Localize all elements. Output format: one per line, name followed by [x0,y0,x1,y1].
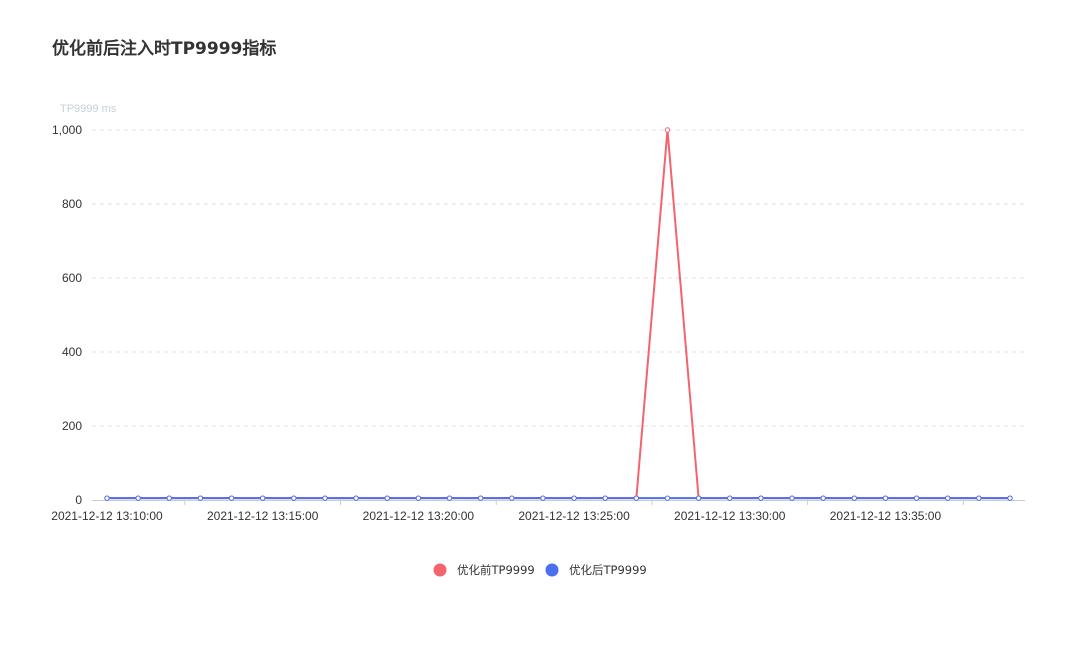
y-axis-ticks: 0 200 400 600 800 1,000 [52,123,82,507]
legend-label: 优化后TP9999 [569,563,647,577]
data-point [946,496,950,500]
data-point [167,496,171,500]
data-point [354,496,358,500]
legend-item[interactable]: 优化后TP9999 [546,563,647,577]
legend-label: 优化前TP9999 [457,563,535,577]
data-point [759,496,763,500]
legend-item[interactable]: 优化前TP9999 [434,563,535,577]
series-2 [105,496,1012,500]
legend: 优化前TP9999 优化后TP9999 [434,563,647,577]
series-line [107,130,1010,498]
y-tick-label: 0 [75,493,82,507]
data-point [292,496,296,500]
y-tick-label: 600 [62,271,82,285]
data-point [914,496,918,500]
series-1 [105,128,1012,501]
data-point [977,496,981,500]
y-tick-label: 400 [62,345,82,359]
data-point [229,496,233,500]
data-point [665,128,669,132]
data-point [1008,496,1012,500]
data-point [728,496,732,500]
x-tick-label: 2021-12-12 13:30:00 [674,509,786,523]
y-tick-label: 800 [62,197,82,211]
x-tick-label: 2021-12-12 13:25:00 [518,509,630,523]
data-point [665,496,669,500]
data-point [883,496,887,500]
data-point [603,496,607,500]
data-point [260,496,264,500]
y-axis-unit-label: TP9999 ms [60,103,117,115]
legend-marker [546,564,559,577]
y-tick-label: 200 [62,419,82,433]
x-tick-label: 2021-12-12 13:10:00 [51,509,163,523]
data-point [510,496,514,500]
grid-lines [92,130,1025,426]
data-point [385,496,389,500]
data-point [541,496,545,500]
x-tick-label: 2021-12-12 13:15:00 [207,509,319,523]
data-point [416,496,420,500]
series-lines [105,128,1012,501]
data-point [821,496,825,500]
legend-marker [434,564,447,577]
data-point [447,496,451,500]
data-point [323,496,327,500]
x-tick-label: 2021-12-12 13:35:00 [830,509,942,523]
data-point [198,496,202,500]
y-tick-label: 1,000 [52,123,82,137]
data-point [136,496,140,500]
data-point [478,496,482,500]
data-point [790,496,794,500]
data-point [105,496,109,500]
data-point [696,496,700,500]
data-point [634,496,638,500]
data-point [572,496,576,500]
x-tick-label: 2021-12-12 13:20:00 [363,509,475,523]
x-axis: 2021-12-12 13:10:00 2021-12-12 13:15:00 20… [51,500,1025,523]
data-point [852,496,856,500]
